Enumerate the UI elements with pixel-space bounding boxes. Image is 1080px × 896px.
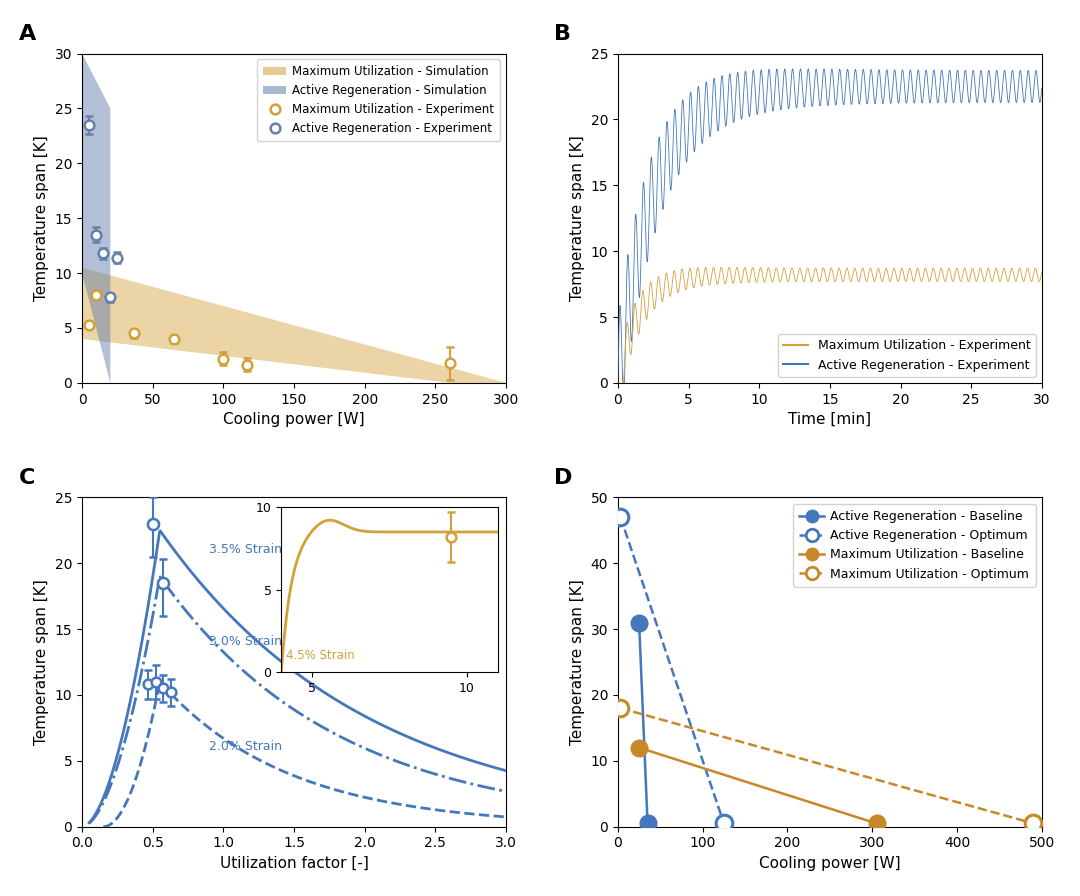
Y-axis label: Temperature span [K]: Temperature span [K] [35,135,50,301]
Text: B: B [554,24,571,45]
Text: D: D [554,469,572,488]
Text: 2.0% Strain: 2.0% Strain [210,740,282,754]
Text: C: C [18,469,35,488]
Polygon shape [82,268,507,383]
X-axis label: Utilization factor [-]: Utilization factor [-] [219,856,368,871]
Text: 3.5% Strain: 3.5% Strain [210,543,282,556]
Legend: Maximum Utilization - Experiment, Active Regeneration - Experiment: Maximum Utilization - Experiment, Active… [778,334,1036,376]
Text: 3.0% Strain: 3.0% Strain [210,635,282,648]
X-axis label: Time [min]: Time [min] [788,412,872,427]
Y-axis label: Temperature span [K]: Temperature span [K] [35,579,50,745]
Text: A: A [18,24,36,45]
Polygon shape [82,54,110,383]
X-axis label: Cooling power [W]: Cooling power [W] [224,412,365,427]
Legend: Maximum Utilization - Simulation, Active Regeneration - Simulation, Maximum Util: Maximum Utilization - Simulation, Active… [257,59,500,141]
X-axis label: Cooling power [W]: Cooling power [W] [759,856,901,871]
Legend: Active Regeneration - Baseline, Active Regeneration - Optimum, Maximum Utilizati: Active Regeneration - Baseline, Active R… [793,504,1036,587]
Y-axis label: Temperature span [K]: Temperature span [K] [570,579,585,745]
Y-axis label: Temperature span [K]: Temperature span [K] [570,135,585,301]
